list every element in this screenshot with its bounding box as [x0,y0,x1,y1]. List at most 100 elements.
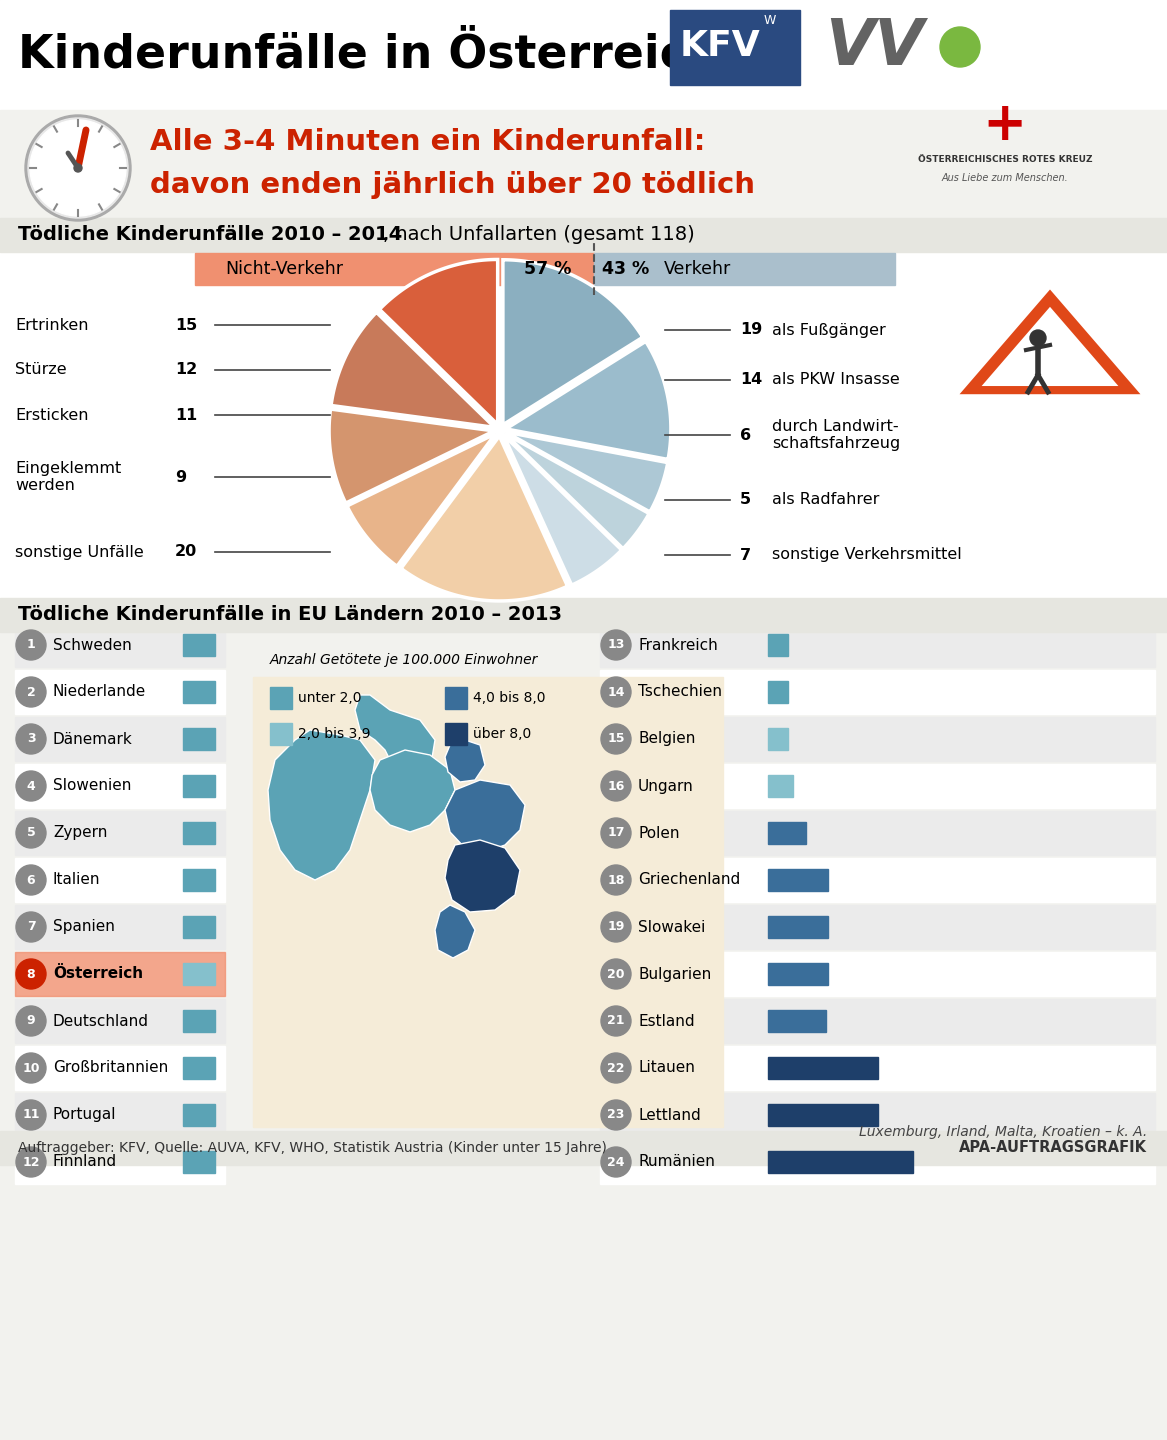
Bar [0,0,1167,109]
Circle shape [16,677,46,707]
Text: Italien: Italien [53,873,100,887]
Text: davon enden jährlich über 20 tödlich: davon enden jährlich über 20 tödlich [151,171,755,199]
Text: durch Landwirt-
schaftsfahrzeug: durch Landwirt- schaftsfahrzeug [773,419,900,451]
Circle shape [939,27,980,68]
Text: 11: 11 [175,408,197,422]
Bar [183,775,215,796]
Circle shape [16,1007,46,1035]
Bar [768,1009,826,1032]
Text: ÖSTERREICHISCHES ROTES KREUZ: ÖSTERREICHISCHES ROTES KREUZ [917,156,1092,164]
Circle shape [28,118,128,217]
Bar [15,952,225,996]
Text: Anzahl Getötete je 100.000 Einwohner: Anzahl Getötete je 100.000 Einwohner [270,652,538,667]
Bar [15,1093,225,1138]
Polygon shape [331,312,495,428]
Polygon shape [445,780,525,852]
Text: 4: 4 [27,779,35,792]
Text: 23: 23 [607,1109,624,1122]
Bar [15,999,225,1043]
Text: 21: 21 [607,1015,624,1028]
Text: Stürze: Stürze [15,363,67,377]
Bar [183,1151,215,1174]
Bar [15,765,225,808]
Bar [15,952,225,996]
Circle shape [74,164,82,171]
Circle shape [601,677,631,707]
Text: Eingeklemmt
werden: Eingeklemmt werden [15,461,121,492]
Text: +: + [983,99,1027,151]
Text: 20: 20 [607,968,624,981]
Text: 43 %: 43 % [602,261,649,278]
Text: 5: 5 [740,492,752,507]
Bar [768,963,829,985]
Circle shape [16,1148,46,1176]
Circle shape [16,1100,46,1130]
Text: Nicht-Verkehr: Nicht-Verkehr [225,261,343,278]
Text: Alle 3-4 Minuten ein Kinderunfall:: Alle 3-4 Minuten ein Kinderunfall: [151,128,705,156]
Text: sonstige Unfälle: sonstige Unfälle [15,544,144,560]
Text: 15: 15 [607,733,624,746]
Text: Litauen: Litauen [638,1060,694,1076]
Polygon shape [981,307,1118,386]
Text: Tödliche Kinderunfälle in EU Ländern 2010 – 2013: Tödliche Kinderunfälle in EU Ländern 201… [18,605,562,625]
Circle shape [601,865,631,896]
Polygon shape [445,840,520,912]
Polygon shape [955,287,1145,396]
Text: Lettland: Lettland [638,1107,700,1123]
Polygon shape [503,259,643,425]
Text: Belgien: Belgien [638,732,696,746]
Text: Frankreich: Frankreich [638,638,718,652]
Text: Rumänien: Rumänien [638,1155,715,1169]
Bar [15,1140,225,1184]
Text: 3: 3 [27,733,35,746]
Text: Slowakei: Slowakei [638,920,705,935]
Bar [600,952,1155,996]
Circle shape [16,818,46,848]
Bar [768,868,829,891]
Bar [0,217,1167,252]
Text: 1: 1 [27,638,35,651]
Text: als Fußgänger: als Fußgänger [773,323,886,337]
Bar [183,963,215,985]
Bar [0,1130,1167,1165]
Bar [600,670,1155,714]
Bar [183,1009,215,1032]
Text: über 8,0: über 8,0 [473,727,531,742]
Circle shape [601,724,631,755]
Text: Großbritannien: Großbritannien [53,1060,168,1076]
Polygon shape [503,435,622,585]
Text: Tschechien: Tschechien [638,684,722,700]
Text: Polen: Polen [638,825,679,841]
Polygon shape [445,740,485,782]
Text: 11: 11 [22,1109,40,1122]
Text: Griechenland: Griechenland [638,873,740,887]
Text: 24: 24 [607,1155,624,1168]
Circle shape [16,1053,46,1083]
Bar [15,904,225,949]
Text: sonstige Verkehrsmittel: sonstige Verkehrsmittel [773,547,962,563]
Circle shape [1030,330,1046,346]
Polygon shape [268,730,375,880]
Text: 8: 8 [27,968,35,981]
Circle shape [601,912,631,942]
Bar [600,1045,1155,1090]
Polygon shape [379,259,497,425]
Circle shape [30,120,126,216]
Bar [768,1151,913,1174]
Bar [15,858,225,901]
Circle shape [16,724,46,755]
Text: 4,0 bis 8,0: 4,0 bis 8,0 [473,691,545,706]
Text: KFV: KFV [679,29,761,62]
Bar [445,687,467,708]
Bar [183,681,215,703]
Bar [0,252,1167,600]
Bar [600,717,1155,760]
Bar [594,253,895,285]
Text: 19: 19 [740,323,762,337]
Text: VV: VV [825,16,924,78]
Text: Ungarn: Ungarn [638,779,693,793]
Bar [183,1057,215,1079]
Bar [768,634,788,657]
Bar [15,1045,225,1090]
Text: APA-AUFTRAGSGRAFIK: APA-AUFTRAGSGRAFIK [959,1140,1147,1155]
